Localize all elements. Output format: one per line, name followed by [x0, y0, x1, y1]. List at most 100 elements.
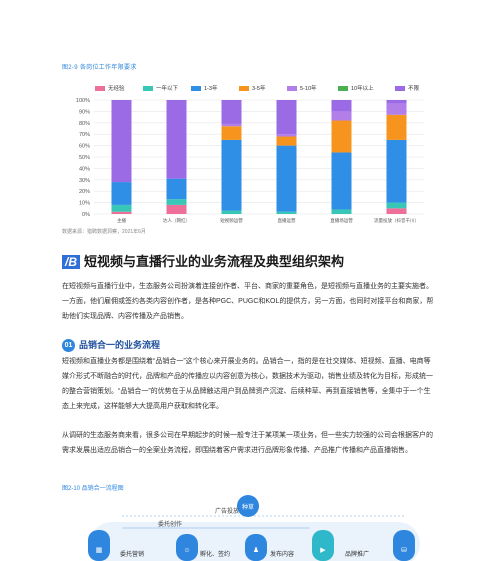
bar-segment	[166, 199, 187, 205]
flow-node-client	[88, 530, 110, 561]
flow-seller-label: 委托营销	[120, 550, 144, 558]
legend-label: 10年以上	[351, 86, 374, 92]
subsection-paragraph-2: 从调研的生态服务商来看，很多公司在早期起步的时候一般专注于某项某一项业务，但一些…	[62, 432, 433, 454]
bar-segment	[111, 211, 132, 214]
flow-node-platform	[312, 530, 334, 561]
figure-2-title: 图2-10 品销合一流程图	[62, 486, 124, 492]
section-mark: /B	[62, 255, 80, 269]
legend-item: 无经验	[95, 84, 125, 92]
flow-incubate-label: 孵化、签约	[200, 550, 230, 558]
cart-icon: ⛁	[401, 547, 407, 554]
bar-segment	[386, 114, 407, 140]
bar-segment	[166, 204, 187, 214]
bar-segment	[386, 139, 407, 203]
legend-swatch	[191, 86, 201, 92]
legend-swatch	[143, 86, 153, 92]
legend-swatch	[395, 86, 405, 92]
bar-segment	[166, 100, 187, 179]
bar-segment	[331, 111, 352, 121]
flow-node-agency	[176, 534, 198, 561]
bar-segment	[111, 204, 132, 212]
user-icon: ♟	[253, 546, 259, 554]
y-tick-label: 90%	[79, 109, 90, 115]
subsection-number: 01	[62, 339, 75, 353]
legend-label: 3-5年	[252, 86, 266, 92]
y-tick-label: 30%	[79, 178, 90, 184]
subsection-paragraph-1: 短视频和直播业务都是围绕着“品销合一”这个核心来开展业务的。品销合一，指的是在社…	[62, 358, 433, 410]
flow-top-label: 种草	[242, 503, 254, 511]
bar-segment	[221, 123, 242, 127]
bar-segment	[331, 152, 352, 210]
bar-segment	[221, 210, 242, 214]
x-tick-label: 主播	[117, 217, 126, 224]
people-icon: ☺	[183, 547, 190, 554]
x-tick-label: 直播场运营	[330, 217, 353, 224]
grid-icon: ▦	[96, 547, 103, 554]
x-tick-label: 达人（网红）	[163, 217, 190, 224]
legend-item: 一年以下	[143, 84, 178, 92]
bar-segment	[276, 136, 297, 146]
y-tick-label: 100%	[76, 98, 90, 104]
legend-swatch	[338, 86, 348, 92]
bar-segment	[276, 211, 297, 214]
bar-segment	[221, 100, 242, 124]
legend-item: 10年以上	[338, 84, 374, 92]
flow-brand-label: 品牌推广	[345, 550, 369, 558]
x-tick-label: 流量投放（抖音千川）	[374, 217, 419, 224]
flow-commission-label: 委托创作	[158, 520, 182, 528]
bar-segment	[221, 139, 242, 211]
y-tick-label: 50%	[79, 155, 90, 161]
y-tick-label: 20%	[79, 189, 90, 195]
legend-swatch	[95, 86, 105, 92]
y-tick-label: 40%	[79, 166, 90, 172]
y-tick-label: 70%	[79, 132, 90, 138]
y-tick-label: 60%	[79, 144, 90, 150]
bar-segment	[276, 145, 297, 212]
play-icon: ▶	[320, 547, 326, 554]
flow-publish-label: 发布内容	[270, 550, 294, 558]
subsection-heading: 01 品销合一的业务流程	[62, 338, 161, 353]
bar-segment	[111, 182, 132, 205]
bar-segment	[331, 100, 352, 112]
bar-segment	[166, 178, 187, 200]
legend-item: 5-10年	[287, 84, 317, 92]
bar-segment	[386, 100, 407, 104]
bar-segment	[276, 100, 297, 135]
figure-1-source: 数据来源：猎聘数据洞察，2021年6月	[62, 229, 146, 235]
legend-label: 一年以下	[156, 86, 179, 92]
subsection-title: 品销合一的业务流程	[79, 340, 161, 350]
legend-item: 1-3年	[191, 84, 217, 92]
y-tick-label: 0%	[82, 212, 90, 218]
legend-item: 不限	[395, 84, 419, 92]
bar-segment	[221, 126, 242, 140]
section-heading: /B 短视频与直播行业的业务流程及典型组织架构	[62, 251, 344, 270]
legend-swatch	[287, 86, 297, 92]
legend-label: 1-3年	[204, 86, 218, 92]
flow-node-creator	[245, 534, 267, 561]
chart-legend: 无经验 一年以下 1-3年 3-5年 5-10年 10年以上 不限	[95, 84, 425, 94]
legend-label: 5-10年	[300, 86, 317, 92]
bar-segment	[331, 209, 352, 214]
bar-segment	[331, 120, 352, 153]
x-tick-label: 短视频运营	[220, 217, 243, 224]
x-tick-label: 直播运营	[278, 217, 296, 224]
bar-segment	[386, 208, 407, 214]
bar-segment	[386, 202, 407, 209]
legend-label: 无经验	[108, 86, 125, 92]
section-intro: 在短视频与直播行业中，生态服务公司扮演着连接创作者、平台、商家的重要角色，是短视…	[62, 283, 434, 320]
flow-top-node	[237, 495, 259, 517]
section-title: 短视频与直播行业的业务流程及典型组织架构	[84, 254, 345, 269]
legend-swatch	[239, 86, 249, 92]
flow-diagram: 种草 广告投放 委托创作 ▦ 委托营销 ☺ 孵化、签约 ♟ 发布内容 ▶ 品牌推…	[88, 495, 420, 561]
y-tick-label: 10%	[79, 201, 90, 207]
flow-ad-label: 广告投放	[215, 507, 239, 515]
bar-segment	[276, 134, 297, 137]
legend-label: 不限	[408, 86, 420, 92]
bar-segment	[386, 103, 407, 115]
legend-item: 3-5年	[239, 84, 265, 92]
stacked-bar-chart: 0% 10% 20% 30% 40% 50% 60% 70% 80% 90% 100% 主播 达人（网红…	[76, 98, 424, 224]
figure-1-title: 图2-9 各岗位工作年限要求	[62, 65, 137, 71]
flow-node-consumer	[393, 530, 415, 561]
y-tick-label: 80%	[79, 121, 90, 127]
bar-segment	[111, 100, 132, 183]
